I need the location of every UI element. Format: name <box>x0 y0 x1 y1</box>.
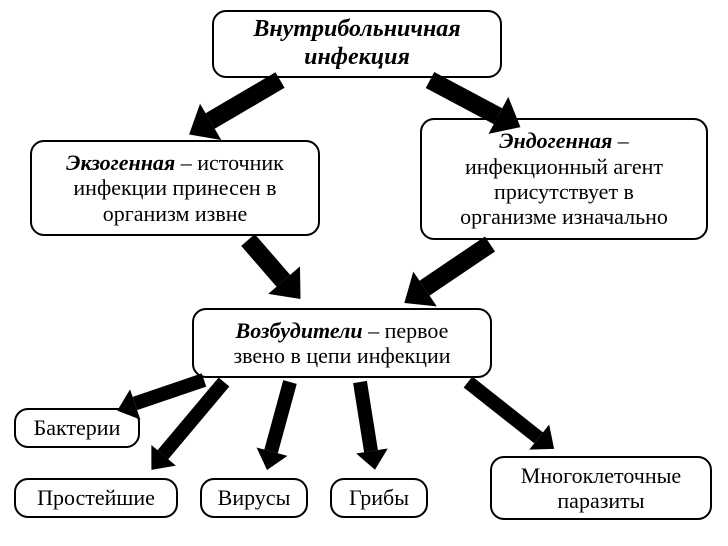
arrow <box>188 80 280 134</box>
exogenous-node: Экзогенная – источник инфекции принесен … <box>30 140 320 236</box>
endogenous-node: Эндогенная – инфекционный агент присутст… <box>420 118 708 240</box>
agents-node: Возбудители – первое звено в цепи инфекц… <box>192 308 492 378</box>
fungi-node: Грибы <box>330 478 428 518</box>
parasites-l2: паразиты <box>557 488 644 513</box>
endo-r1: – <box>612 128 629 153</box>
agents-r2: звено в цепи инфекции <box>233 343 450 368</box>
agents-em: Возбудители <box>236 318 363 343</box>
root-node: Внутрибольничная инфекция <box>212 10 502 78</box>
endo-r4: организме изначально <box>460 204 668 229</box>
protozoa-label: Простейшие <box>37 485 155 510</box>
bacteria-label: Бактерии <box>34 415 121 440</box>
endo-r3: присутствует в <box>494 179 634 204</box>
arrow <box>468 382 554 450</box>
arrow <box>360 382 374 470</box>
exo-r2: инфекции принесен в <box>73 175 276 200</box>
arrow <box>266 382 290 470</box>
arrow <box>116 380 204 410</box>
arrow <box>248 240 300 300</box>
viruses-node: Вирусы <box>200 478 308 518</box>
protozoa-node: Простейшие <box>14 478 178 518</box>
parasites-l1: Многоклеточные <box>521 463 681 488</box>
root-line1: Внутрибольничная <box>253 16 460 42</box>
endo-r2: инфекционный агент <box>465 154 663 179</box>
exo-em: Экзогенная <box>66 150 175 175</box>
viruses-label: Вирусы <box>218 485 291 510</box>
parasites-node: Многоклеточные паразиты <box>490 456 712 520</box>
arrow <box>404 244 490 302</box>
root-line2: инфекция <box>304 44 410 70</box>
exo-r3: организм извне <box>103 201 248 226</box>
agents-r1: – первое <box>363 318 449 343</box>
exo-r1: – источник <box>175 150 284 175</box>
fungi-label: Грибы <box>349 485 409 510</box>
